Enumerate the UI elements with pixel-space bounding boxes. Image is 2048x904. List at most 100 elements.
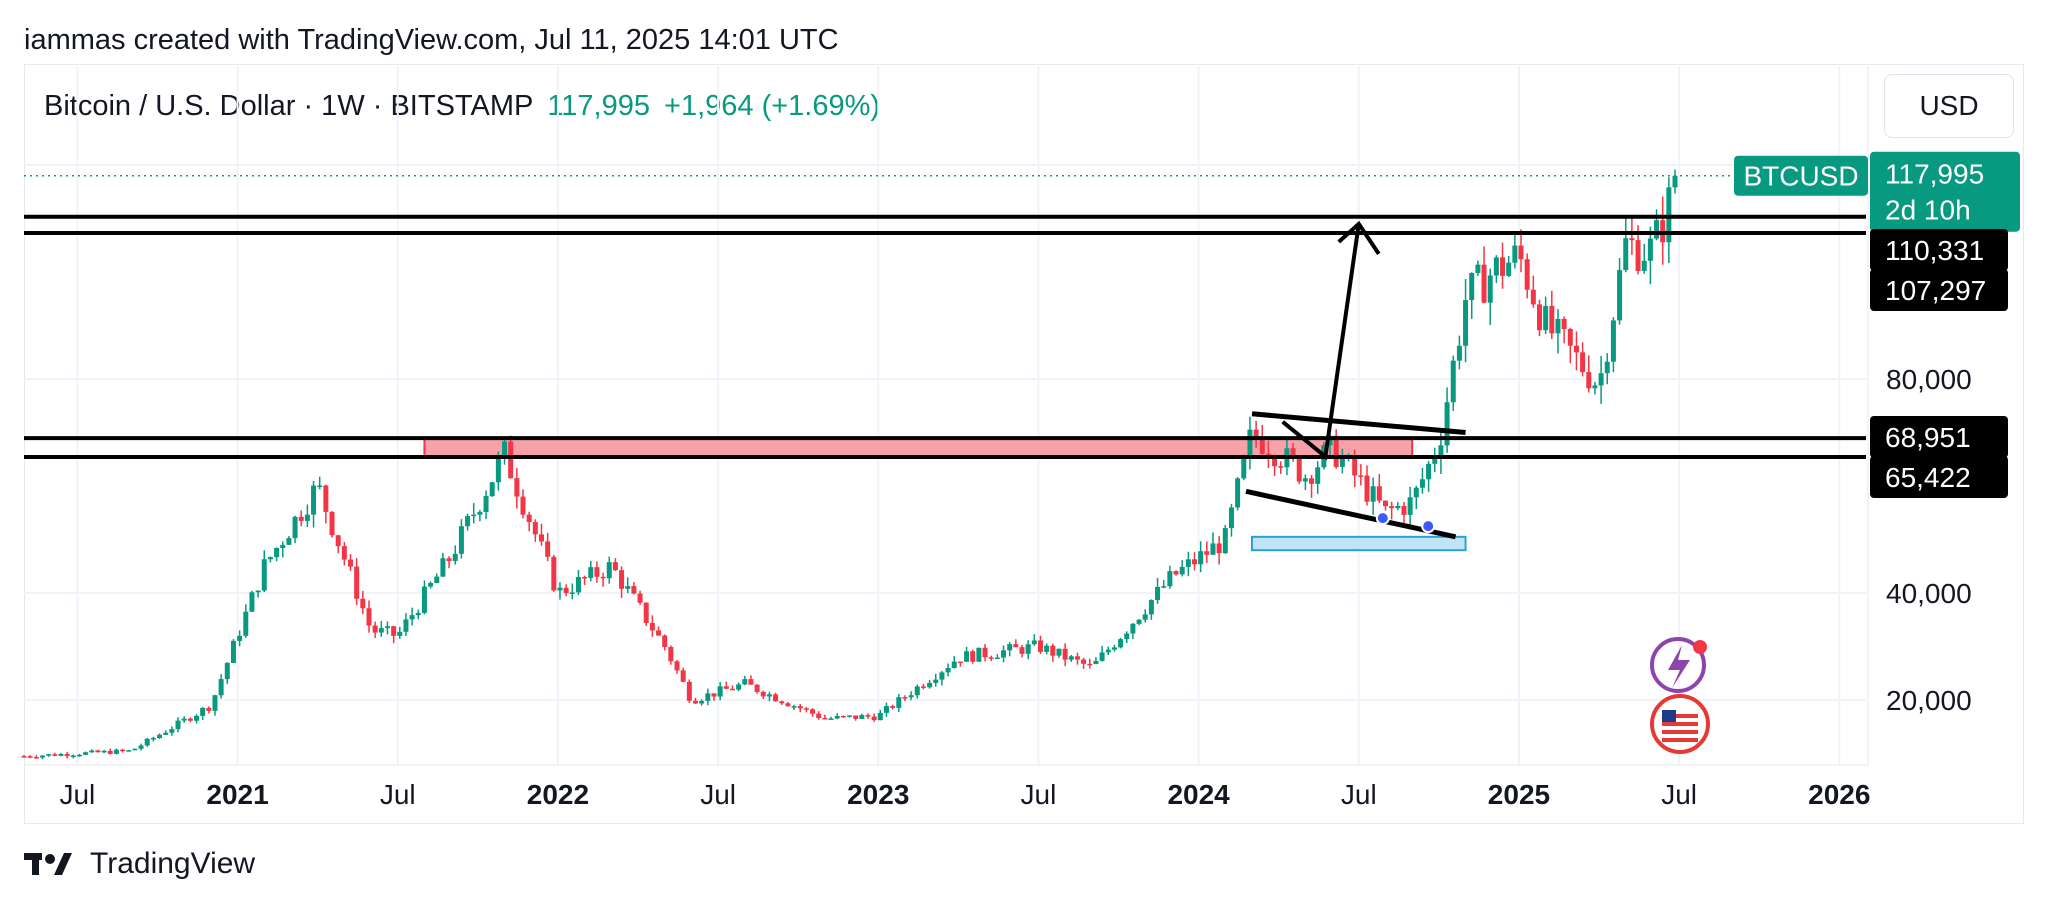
candle-body	[224, 662, 230, 680]
candle-body	[545, 541, 551, 557]
candle-body	[292, 516, 298, 539]
candle-body	[1352, 455, 1358, 476]
candle-body	[920, 686, 926, 688]
marker-dot	[1375, 511, 1390, 526]
candle-body	[1062, 648, 1068, 660]
candle-body	[1592, 385, 1598, 389]
candle-body	[1586, 372, 1592, 389]
candle-body	[237, 635, 243, 641]
candle-body	[132, 748, 138, 751]
candle-body	[440, 558, 446, 577]
candle-body	[249, 592, 255, 612]
candle-body	[643, 602, 649, 623]
candle-body	[502, 441, 508, 459]
candle-body	[964, 651, 970, 662]
annotation-zones	[423, 437, 1467, 552]
candle-body	[600, 576, 606, 579]
candle-body	[1124, 633, 1130, 640]
candle-body	[1007, 644, 1013, 651]
trend-drawings	[1245, 220, 1466, 540]
candle-body	[187, 718, 193, 721]
symbol-legend: Bitcoin / U.S. Dollar · 1W · BITSTAMP 117…	[44, 90, 880, 123]
candle-body	[890, 706, 896, 708]
candle-body	[243, 611, 249, 636]
us-flag-stripe	[1662, 738, 1698, 742]
candle-body	[372, 625, 378, 633]
candle-body	[1610, 320, 1616, 362]
candle-body	[434, 576, 440, 583]
level-tag-label: 110,331	[1885, 235, 1984, 266]
candle-body	[1241, 456, 1247, 479]
candle-body	[853, 715, 859, 719]
wedge-upper-line	[1251, 411, 1466, 435]
time-tick-label: Jul	[380, 779, 416, 810]
candle-body	[181, 718, 187, 721]
candle-body	[711, 693, 717, 697]
candle-body	[212, 695, 218, 711]
candle-body	[1463, 300, 1469, 346]
candle-body	[101, 750, 107, 753]
candle-body	[230, 640, 236, 663]
candle-body	[409, 615, 415, 620]
candle-body	[1469, 273, 1475, 301]
candle-body	[1315, 467, 1321, 484]
candle-body	[705, 693, 711, 701]
candle-body	[483, 496, 489, 512]
time-axis[interactable]: Jul 2021 Jul 2022 Jul 2023 Jul 2024 Jul 2025 Jul 20…	[59, 779, 1870, 810]
tradingview-logo[interactable]: TradingView	[24, 846, 255, 882]
candle-body	[1481, 264, 1487, 303]
candle-body	[526, 514, 532, 523]
candle-body	[1161, 586, 1167, 588]
candle-body	[976, 647, 982, 662]
candle-body	[717, 686, 723, 697]
candle-body	[532, 522, 538, 535]
candle-body	[551, 556, 557, 591]
candle-body	[360, 598, 366, 609]
candle-body	[421, 586, 427, 613]
candle-body	[1407, 497, 1413, 515]
candle-body	[169, 729, 175, 733]
candle-body	[255, 590, 261, 593]
candle-body	[1099, 652, 1105, 661]
candle-body	[120, 749, 126, 752]
candle-body	[403, 619, 409, 632]
candle-body	[766, 694, 772, 697]
candle-body	[785, 703, 791, 707]
candle-body	[1130, 623, 1136, 634]
candle-body	[1259, 436, 1265, 454]
candle-body	[1296, 457, 1302, 482]
candle-body	[1598, 373, 1604, 386]
candle-body	[1561, 318, 1567, 330]
candle-body	[859, 715, 865, 719]
currency-button[interactable]: USD	[1884, 74, 2014, 138]
candle-body	[1333, 435, 1339, 467]
candle-body	[1419, 479, 1425, 488]
candle-body	[1382, 500, 1388, 507]
level-tag-label: 65,422	[1885, 462, 1971, 493]
candle-body	[46, 754, 52, 756]
candle-body	[1074, 656, 1080, 660]
candle-body	[816, 713, 822, 719]
us-flag-stripe	[1662, 722, 1698, 726]
time-tick-label: 2024	[1167, 779, 1230, 810]
time-tick-label: 2021	[206, 779, 268, 810]
candle-body	[391, 626, 397, 636]
candle-body	[828, 718, 834, 720]
candle-body	[582, 576, 588, 579]
price-tick-label: 20,000	[1886, 685, 1972, 716]
candle-body	[1530, 289, 1536, 305]
candle-body	[988, 657, 994, 659]
candle-body	[748, 679, 754, 685]
candle-body	[83, 752, 89, 755]
candle-body	[1093, 660, 1099, 664]
candle-body	[1136, 619, 1142, 624]
candle-body	[1210, 543, 1216, 555]
candle-body	[267, 557, 273, 560]
candle-body	[699, 700, 705, 704]
candle-body	[834, 715, 840, 719]
candle-body	[1487, 275, 1493, 303]
candle-body	[773, 694, 779, 702]
notification-dot-icon	[1693, 640, 1707, 654]
candle-body	[76, 754, 82, 757]
